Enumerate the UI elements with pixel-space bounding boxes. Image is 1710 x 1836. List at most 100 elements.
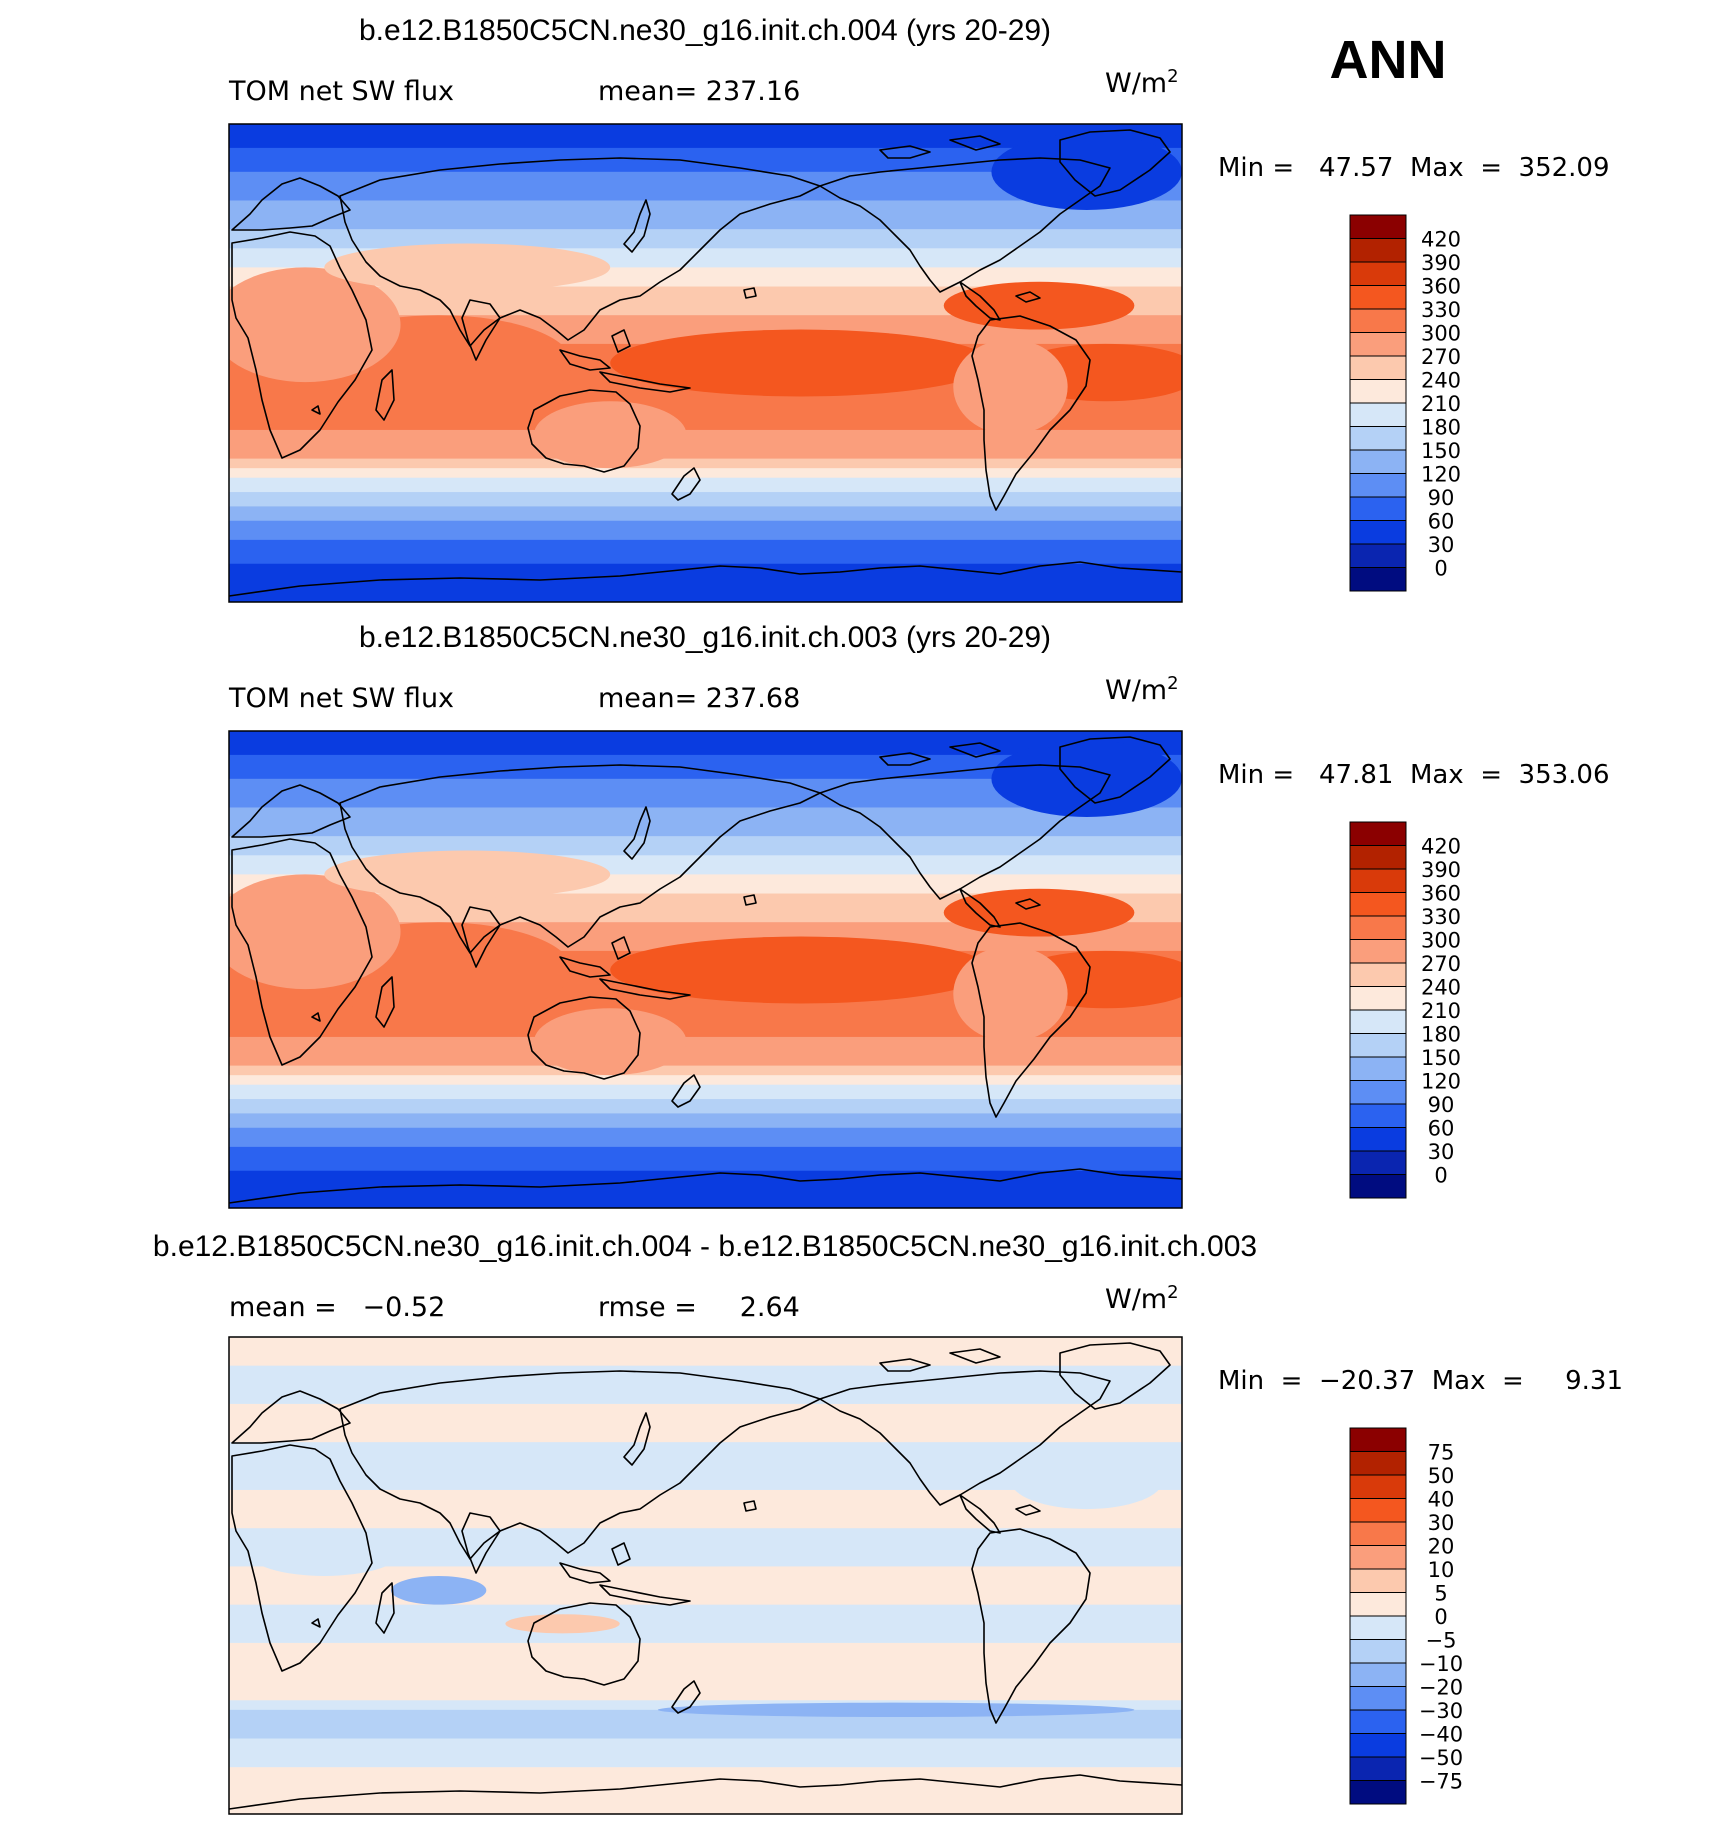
colorbar-label: 180	[1421, 416, 1461, 440]
colorbar-label: 240	[1421, 369, 1461, 393]
colorbar-label: 30	[1428, 1140, 1455, 1164]
colorbar-swatch	[1349, 892, 1407, 917]
units-label: W/m2	[1105, 1282, 1179, 1315]
colorbar-label: 300	[1421, 929, 1461, 953]
contour-region	[229, 267, 401, 383]
colorbar-label: −75	[1419, 1770, 1463, 1794]
stat-mid: mean= 237.16	[598, 76, 800, 107]
colorbar-label: 150	[1421, 1046, 1461, 1070]
colorbar-label: 120	[1421, 1070, 1461, 1094]
season-label: ANN	[1330, 30, 1447, 90]
colorbar-label: 270	[1421, 952, 1461, 976]
colorbar-swatch	[1349, 543, 1407, 568]
colorbar-swatch	[1349, 1427, 1407, 1452]
contour-band	[229, 1036, 1182, 1067]
colorbar-swatch	[1349, 1545, 1407, 1570]
colorbar-swatch	[1349, 1174, 1407, 1199]
colorbar-label: 60	[1428, 510, 1455, 534]
colorbar-swatch	[1349, 402, 1407, 427]
colorbar-swatch	[1349, 1592, 1407, 1617]
colorbar-label: 20	[1428, 1535, 1455, 1559]
colorbar-label: 50	[1428, 1464, 1455, 1488]
colorbar-swatch	[1349, 915, 1407, 940]
colorbar-label: 0	[1434, 557, 1447, 581]
min-max-label: Min = 47.81 Max = 353.06	[1218, 760, 1610, 790]
contour-band	[229, 520, 1182, 541]
contour-band	[229, 539, 1182, 565]
contour-region	[505, 1614, 620, 1634]
colorbar-label: −10	[1419, 1652, 1463, 1676]
colorbar-swatch	[1349, 449, 1407, 474]
colorbar-swatch	[1349, 1780, 1407, 1805]
colorbar-swatch	[1349, 1686, 1407, 1711]
colorbar-label: 90	[1428, 486, 1455, 510]
units-label: W/m2	[1105, 673, 1179, 706]
contour-band	[229, 1075, 1182, 1086]
contour-band	[229, 1084, 1182, 1101]
colorbar-label: 270	[1421, 345, 1461, 369]
colorbar-swatch	[1349, 426, 1407, 451]
contour-region	[953, 946, 1068, 1042]
contour-region	[657, 1702, 1135, 1718]
colorbar-swatch	[1349, 868, 1407, 893]
colorbar-swatch	[1349, 986, 1407, 1011]
colorbar-swatch	[1349, 1498, 1407, 1523]
colorbar-label: 10	[1428, 1558, 1455, 1582]
colorbar-swatch	[1349, 496, 1407, 521]
colorbar-swatch	[1349, 1033, 1407, 1058]
colorbar-swatch	[1349, 1451, 1407, 1476]
contour-band	[229, 1489, 1182, 1530]
contour-region	[734, 1365, 963, 1404]
colorbar-label: 5	[1434, 1582, 1447, 1606]
contour-region	[391, 1576, 487, 1605]
colorbar-swatch	[1349, 1103, 1407, 1128]
colorbar-swatch	[1349, 1615, 1407, 1640]
units-label: W/m2	[1105, 66, 1179, 99]
colorbar-label: 390	[1421, 858, 1461, 882]
colorbar-label: 210	[1421, 392, 1461, 416]
colorbar-swatch	[1349, 379, 1407, 404]
map-frame	[228, 1336, 1183, 1815]
contour-region	[953, 339, 1068, 435]
contour-band	[229, 1146, 1182, 1172]
contour-band	[229, 807, 1182, 838]
panel-title: b.e12.B1850C5CN.ne30_g16.init.ch.003 (yr…	[359, 621, 1051, 654]
colorbar-label: 360	[1421, 275, 1461, 299]
colorbar-label: 40	[1428, 1488, 1455, 1512]
min-max-label: Min = 47.57 Max = 352.09	[1218, 153, 1610, 183]
contour-region	[610, 936, 992, 1004]
colorbar-swatch	[1349, 285, 1407, 310]
colorbar-swatch	[1349, 1127, 1407, 1152]
colorbar-label: −40	[1419, 1723, 1463, 1747]
colorbar-swatch	[1349, 214, 1407, 239]
panel-2: b.e12.B1850C5CN.ne30_g16.init.ch.003 (yr…	[228, 621, 1610, 1209]
stat-left: mean = −0.52	[229, 1292, 445, 1323]
contour-band	[229, 1642, 1182, 1702]
colorbar-label: 90	[1428, 1093, 1455, 1117]
colorbar-label: 420	[1421, 228, 1461, 252]
colorbar-swatch	[1349, 1056, 1407, 1081]
panel-3: b.e12.B1850C5CN.ne30_g16.init.ch.004 - b…	[153, 1230, 1623, 1815]
colorbar-swatch	[1349, 1568, 1407, 1593]
colorbar-label: 120	[1421, 463, 1461, 487]
stat-left: TOM net SW flux	[228, 76, 454, 107]
colorbar-label: −50	[1419, 1746, 1463, 1770]
colorbar-swatch	[1349, 1521, 1407, 1546]
colorbar-swatch	[1349, 1733, 1407, 1758]
colorbar-swatch	[1349, 238, 1407, 263]
colorbar-label: −5	[1426, 1629, 1457, 1653]
contour-band	[229, 429, 1182, 460]
colorbar-label: 75	[1428, 1441, 1455, 1465]
colorbar-swatch	[1349, 1756, 1407, 1781]
colorbar-swatch	[1349, 1474, 1407, 1499]
colorbar-label: 0	[1434, 1164, 1447, 1188]
colorbar-swatch	[1349, 821, 1407, 846]
map-field	[229, 731, 1182, 1208]
colorbar-swatch	[1349, 962, 1407, 987]
contour-band	[229, 506, 1182, 522]
contour-region	[324, 243, 611, 292]
colorbar-label: 300	[1421, 322, 1461, 346]
colorbar-swatch	[1349, 308, 1407, 333]
colorbar-swatch	[1349, 473, 1407, 498]
